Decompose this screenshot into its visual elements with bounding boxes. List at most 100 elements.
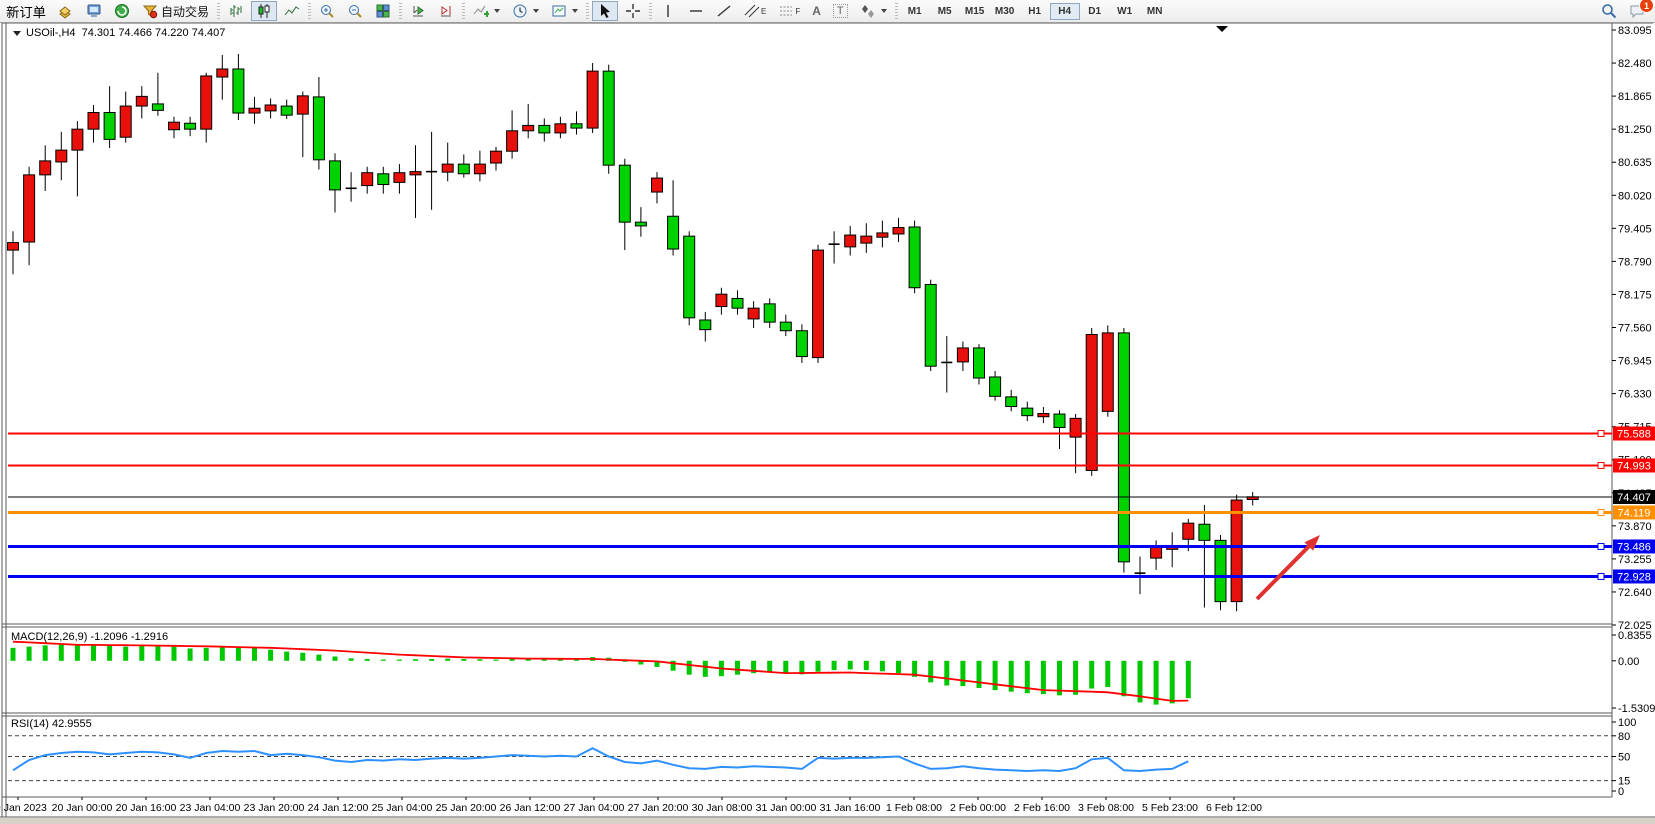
trendline-tool[interactable] [711,1,737,21]
down-candle [184,122,197,130]
macd-bar [107,645,113,661]
main-toolbar: 新订单 自动交易 [0,0,1655,23]
timeframe-m15[interactable]: M15 [964,5,985,17]
arrows-tool[interactable] [855,1,892,21]
price-tick-label: 83.095 [1618,25,1652,37]
toolbar-grip [308,3,311,19]
macd-bar [1137,660,1143,703]
down-candle [634,221,647,227]
cursor-tool-button[interactable] [592,1,618,21]
zoom-out-icon [349,5,362,18]
fibonacci-icon [780,6,793,16]
bar-chart-button[interactable] [223,1,249,21]
timeframe-w1[interactable]: W1 [1117,5,1133,17]
new-order-button[interactable]: 新订单 [1,2,51,20]
equidistant-channel-icon [744,4,760,18]
up-candle [200,75,213,130]
line-chart-button[interactable] [279,1,305,21]
up-candle [393,172,406,183]
up-candle [473,163,486,175]
price-badge-label: 73.486 [1617,541,1651,553]
macd-bar [316,654,322,661]
price-tick-label: 77.560 [1618,323,1652,335]
macd-bar [332,656,338,661]
label-tool[interactable]: T [828,1,853,21]
timeframe-d1[interactable]: D1 [1088,5,1102,17]
templates-button[interactable] [546,1,583,21]
symbol-header[interactable]: USOil-,H4 74.301 74.466 74.220 74.407 [13,27,225,39]
chart-shift-marker[interactable] [1216,26,1228,32]
bar-chart-icon [230,5,242,17]
notifications-button[interactable]: 1 [1624,0,1654,21]
macd-bar [10,647,16,661]
down-candle [1214,539,1227,603]
macd-bar [574,658,579,661]
channel-tool[interactable]: E [739,1,771,21]
timeframe-m5[interactable]: M5 [937,5,952,17]
text-tool-glyph: A [812,4,821,18]
zoom-in-button[interactable] [314,1,340,21]
search-button[interactable] [1596,1,1622,21]
text-tool[interactable]: A [807,1,826,21]
candle-chart-button[interactable] [251,1,277,21]
time-tick-label: 20 Jan 00:00 [52,802,113,814]
macd-indicator-label: MACD(12,26,9) -1.2096 -1.2916 [11,631,169,643]
up-candle [651,177,663,193]
macd-bar [1089,660,1095,689]
trend-arrow-line[interactable] [1255,542,1314,601]
periods-button[interactable] [507,1,544,21]
signals-icon[interactable] [109,1,135,21]
macd-bar [187,648,193,661]
up-candle [361,172,374,187]
zoom-out-button[interactable] [342,1,368,21]
crosshair-tool-button[interactable] [620,1,646,21]
timeframe-h1[interactable]: H1 [1028,5,1042,17]
price-badge [1613,505,1655,520]
chart-window-icon[interactable] [53,1,79,21]
down-candle [683,235,696,319]
market-depth-icon[interactable] [81,1,107,21]
macd-bar [300,652,306,661]
down-candle [1053,413,1066,428]
macd-bar [26,646,32,661]
vertical-line-tool[interactable] [655,1,681,21]
gold-chart-icon [59,6,71,19]
price-badge-label: 72.928 [1617,571,1651,583]
tile-windows-icon [376,4,390,18]
template-chart-icon [552,5,566,17]
indicators-plus-icon [473,5,489,17]
tile-windows-button[interactable] [370,1,396,21]
timeframe-m30[interactable]: M30 [994,5,1015,17]
chart-shift-button[interactable] [433,1,459,21]
down-candle [908,226,921,289]
up-candle [522,124,535,132]
timeframe-m1[interactable]: M1 [907,5,922,17]
time-tick-label: 26 Jan 12:00 [500,802,561,814]
autotrade-button[interactable]: 自动交易 [137,1,214,21]
macd-bar [396,659,402,661]
horizontal-line-tool[interactable] [683,1,709,21]
up-candle [135,95,148,107]
fibonacci-tool[interactable]: F [773,1,805,21]
down-candle [1117,332,1130,563]
macd-bar [799,660,805,675]
trend-arrow-head[interactable] [1304,535,1321,551]
macd-bar [123,646,129,661]
down-candle [618,164,631,223]
macd-bar [139,645,145,661]
macd-bar [976,660,982,688]
macd-bar [622,660,628,662]
price-tick-label: 72.640 [1618,587,1652,599]
macd-bar [348,658,354,661]
up-candle [168,121,180,131]
macd-bar [235,646,241,661]
auto-scroll-button[interactable] [405,1,431,21]
indicators-button[interactable] [468,1,505,21]
up-candle [441,163,454,173]
timeframe-mn[interactable]: MN [1146,5,1163,17]
macd-bar [863,660,869,671]
down-candle [1021,407,1034,417]
timeframe-h4[interactable]: H4 [1049,2,1080,20]
macd-bar [912,660,918,677]
